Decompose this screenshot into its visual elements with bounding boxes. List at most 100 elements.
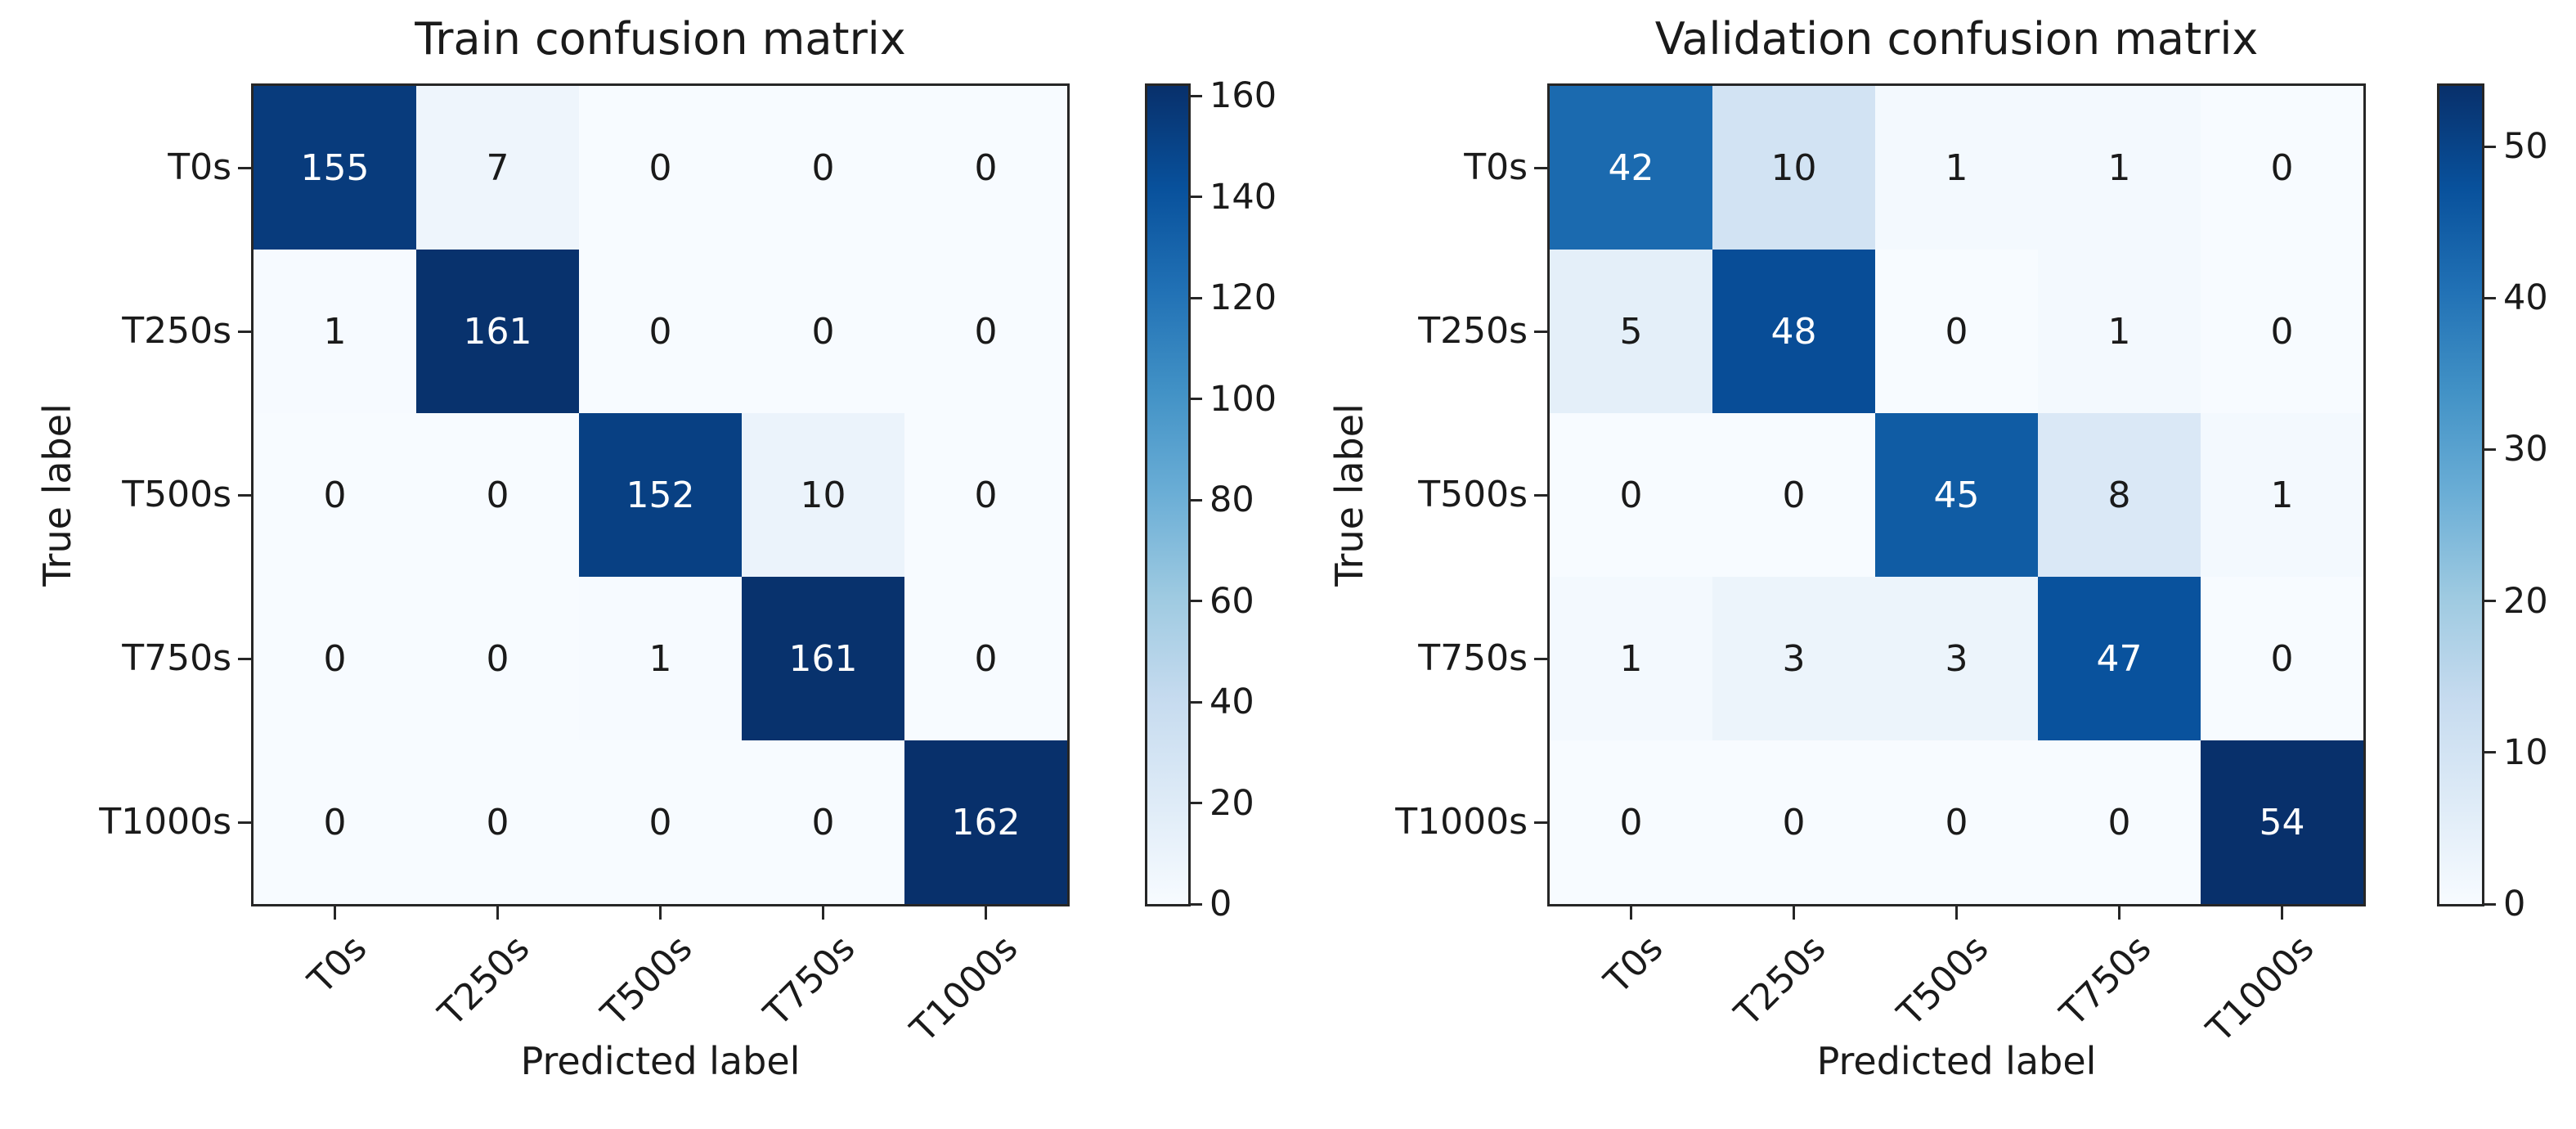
matrix-cell: 10 [1712, 86, 1875, 250]
colorbar-tick-mark [1191, 802, 1202, 805]
validation-plot-title: Validation confusion matrix [1654, 13, 2259, 65]
x-tick-label: T250s [430, 927, 538, 1035]
colorbar-tick-label: 20 [2503, 580, 2548, 622]
matrix-cell: 1 [2201, 413, 2363, 577]
train-heatmap: 155 7 0 0 0 1 161 0 0 0 0 0 152 10 0 0 0 1 161 0 0 0 0 0 162 [251, 83, 1070, 906]
matrix-cell: 3 [1875, 577, 2038, 740]
x-tick-label: T750s [756, 927, 864, 1035]
y-tick-label: T250s [122, 310, 231, 352]
y-tick-mark [1534, 821, 1547, 824]
colorbar-tick-mark [1191, 700, 1202, 704]
matrix-cell: 48 [1712, 250, 1875, 413]
matrix-cell: 3 [1712, 577, 1875, 740]
colorbar-tick-mark [2484, 902, 2496, 906]
matrix-cell: 0 [904, 250, 1067, 413]
matrix-cell: 42 [1550, 86, 1712, 250]
y-tick-mark [1534, 166, 1547, 169]
validation-colorbar [2437, 83, 2484, 906]
matrix-cell: 0 [1712, 413, 1875, 577]
matrix-cell: 0 [742, 86, 904, 250]
x-tick-mark [1955, 906, 1958, 920]
colorbar-tick-label: 30 [2503, 429, 2548, 470]
x-tick-mark [1630, 906, 1632, 920]
matrix-cell: 47 [2038, 577, 2201, 740]
x-tick-mark [2281, 906, 2283, 920]
colorbar-tick-mark [1191, 902, 1202, 906]
matrix-cell: 0 [254, 413, 416, 577]
matrix-cell: 0 [254, 577, 416, 740]
colorbar-tick-mark [1191, 600, 1202, 603]
matrix-cell: 0 [416, 740, 579, 904]
matrix-cell: 54 [2201, 740, 2363, 904]
colorbar-tick-mark [2484, 145, 2496, 148]
colorbar-tick-label: 120 [1209, 277, 1277, 319]
colorbar-tick-mark [1191, 296, 1202, 299]
matrix-cell: 0 [2201, 250, 2363, 413]
colorbar-tick-label: 0 [2503, 884, 2526, 924]
colorbar-tick-mark [2484, 296, 2496, 299]
matrix-cell: 1 [2038, 250, 2201, 413]
matrix-cell: 155 [254, 86, 416, 250]
matrix-cell: 0 [742, 250, 904, 413]
x-tick-label: T1000s [2198, 927, 2322, 1051]
x-tick-mark [985, 906, 987, 920]
colorbar-tick-label: 10 [2503, 731, 2548, 773]
matrix-cell: 0 [579, 250, 742, 413]
matrix-cell: 0 [1550, 413, 1712, 577]
y-tick-mark [238, 821, 251, 824]
matrix-cell: 0 [416, 577, 579, 740]
colorbar-tick-mark [1191, 398, 1202, 401]
colorbar-tick-label: 60 [1209, 580, 1254, 622]
matrix-cell: 0 [1875, 250, 2038, 413]
matrix-cell: 0 [2201, 86, 2363, 250]
matrix-cell: 0 [2038, 740, 2201, 904]
y-tick-label: T500s [1418, 474, 1528, 515]
x-tick-mark [822, 906, 824, 920]
colorbar-tick-label: 20 [1209, 782, 1254, 824]
colorbar-tick-label: 40 [2503, 277, 2548, 319]
matrix-cell: 0 [904, 413, 1067, 577]
matrix-cell: 0 [1550, 740, 1712, 904]
x-tick-label: T750s [2052, 927, 2160, 1035]
y-tick-mark [238, 493, 251, 497]
matrix-cell: 152 [579, 413, 742, 577]
x-tick-label: T0s [300, 927, 375, 1002]
y-tick-mark [1534, 657, 1547, 660]
y-tick-mark [238, 166, 251, 169]
colorbar-tick-label: 0 [1209, 884, 1232, 924]
validation-xaxis-label: Predicted label [1816, 1039, 2097, 1083]
y-tick-mark [238, 330, 251, 333]
x-tick-label: T1000s [902, 927, 1026, 1051]
train-xaxis-label: Predicted label [520, 1039, 801, 1083]
y-tick-label: T500s [122, 474, 231, 515]
matrix-cell: 1 [1875, 86, 2038, 250]
matrix-cell: 1 [2038, 86, 2201, 250]
y-tick-label: T1000s [1395, 801, 1528, 843]
y-tick-label: T1000s [99, 801, 231, 843]
colorbar-tick-mark [1191, 498, 1202, 502]
colorbar-tick-mark [2484, 751, 2496, 754]
colorbar-tick-mark [2484, 448, 2496, 451]
matrix-cell: 1 [1550, 577, 1712, 740]
matrix-cell: 45 [1875, 413, 2038, 577]
x-tick-label: T250s [1726, 927, 1834, 1035]
y-tick-label: T0s [168, 146, 231, 188]
matrix-cell: 0 [904, 86, 1067, 250]
x-tick-mark [2118, 906, 2120, 920]
matrix-cell: 0 [579, 86, 742, 250]
matrix-cell: 0 [416, 413, 579, 577]
train-plot-title: Train confusion matrix [415, 13, 906, 65]
x-tick-mark [1793, 906, 1795, 920]
y-tick-mark [1534, 493, 1547, 497]
y-tick-label: T750s [122, 637, 231, 679]
matrix-cell: 161 [742, 577, 904, 740]
colorbar-tick-label: 50 [2503, 126, 2548, 168]
colorbar-tick-label: 140 [1209, 176, 1277, 218]
matrix-cell: 1 [579, 577, 742, 740]
matrix-cell: 1 [254, 250, 416, 413]
x-tick-mark [334, 906, 336, 920]
matrix-cell: 0 [254, 740, 416, 904]
y-tick-mark [1534, 330, 1547, 333]
x-tick-label: T500s [593, 927, 701, 1035]
